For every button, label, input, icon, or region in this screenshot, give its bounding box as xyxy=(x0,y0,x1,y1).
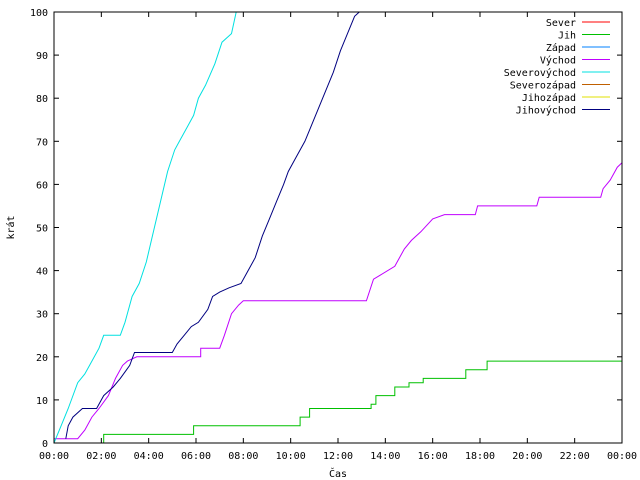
y-tick-label: 30 xyxy=(36,310,48,321)
x-tick-label: 18:00 xyxy=(465,451,495,462)
y-tick-label: 0 xyxy=(42,439,48,450)
y-tick-label: 80 xyxy=(36,94,48,105)
x-tick-label: 08:00 xyxy=(228,451,258,462)
y-tick-label: 60 xyxy=(36,180,48,191)
series-line-4 xyxy=(53,11,237,444)
y-tick-label: 90 xyxy=(36,51,48,62)
x-tick-label: 16:00 xyxy=(418,451,448,462)
x-tick-label: 00:00 xyxy=(39,451,69,462)
series-line-7 xyxy=(65,11,360,439)
legend-label: Severozápad xyxy=(510,80,576,92)
y-tick-label: 70 xyxy=(36,137,48,148)
series-line-3 xyxy=(54,162,623,440)
x-tick-label: 22:00 xyxy=(560,451,590,462)
x-tick-label: 12:00 xyxy=(323,451,353,462)
x-tick-label: 02:00 xyxy=(86,451,116,462)
x-tick-label: 14:00 xyxy=(370,451,400,462)
legend-label: Západ xyxy=(546,42,576,54)
y-tick-label: 50 xyxy=(36,224,48,235)
x-tick-label: 04:00 xyxy=(134,451,164,462)
axis-layer: 0 10 20 30 40 50 60 70 80 90 100 00:00 02:00 04:00 06:… xyxy=(30,8,637,462)
y-tick-label: 10 xyxy=(36,396,48,407)
legend-label: Jihozápad xyxy=(522,92,576,104)
x-tick-label: 00:00 xyxy=(607,451,637,462)
legend-label: Severovýchod xyxy=(504,67,576,79)
legend-label: Jih xyxy=(558,31,576,42)
x-tick-label: 06:00 xyxy=(181,451,211,462)
legend: Sever JihZápadVýchodSeverovýchodSeverozáp… xyxy=(504,18,610,117)
legend-label: Jihovýchod xyxy=(516,105,576,117)
x-tick-label: 20:00 xyxy=(512,451,542,462)
series-line-1 xyxy=(103,360,622,443)
y-tick-label: 40 xyxy=(36,267,48,278)
legend-label: Sever xyxy=(546,18,576,29)
x-tick-label: 10:00 xyxy=(276,451,306,462)
y-tick-label: 100 xyxy=(30,8,48,19)
x-axis-label: Čas xyxy=(329,467,347,480)
legend-label: Východ xyxy=(540,55,576,67)
y-axis-label: krát xyxy=(5,215,17,239)
y-tick-label: 20 xyxy=(36,353,48,364)
series-layer xyxy=(53,11,623,444)
